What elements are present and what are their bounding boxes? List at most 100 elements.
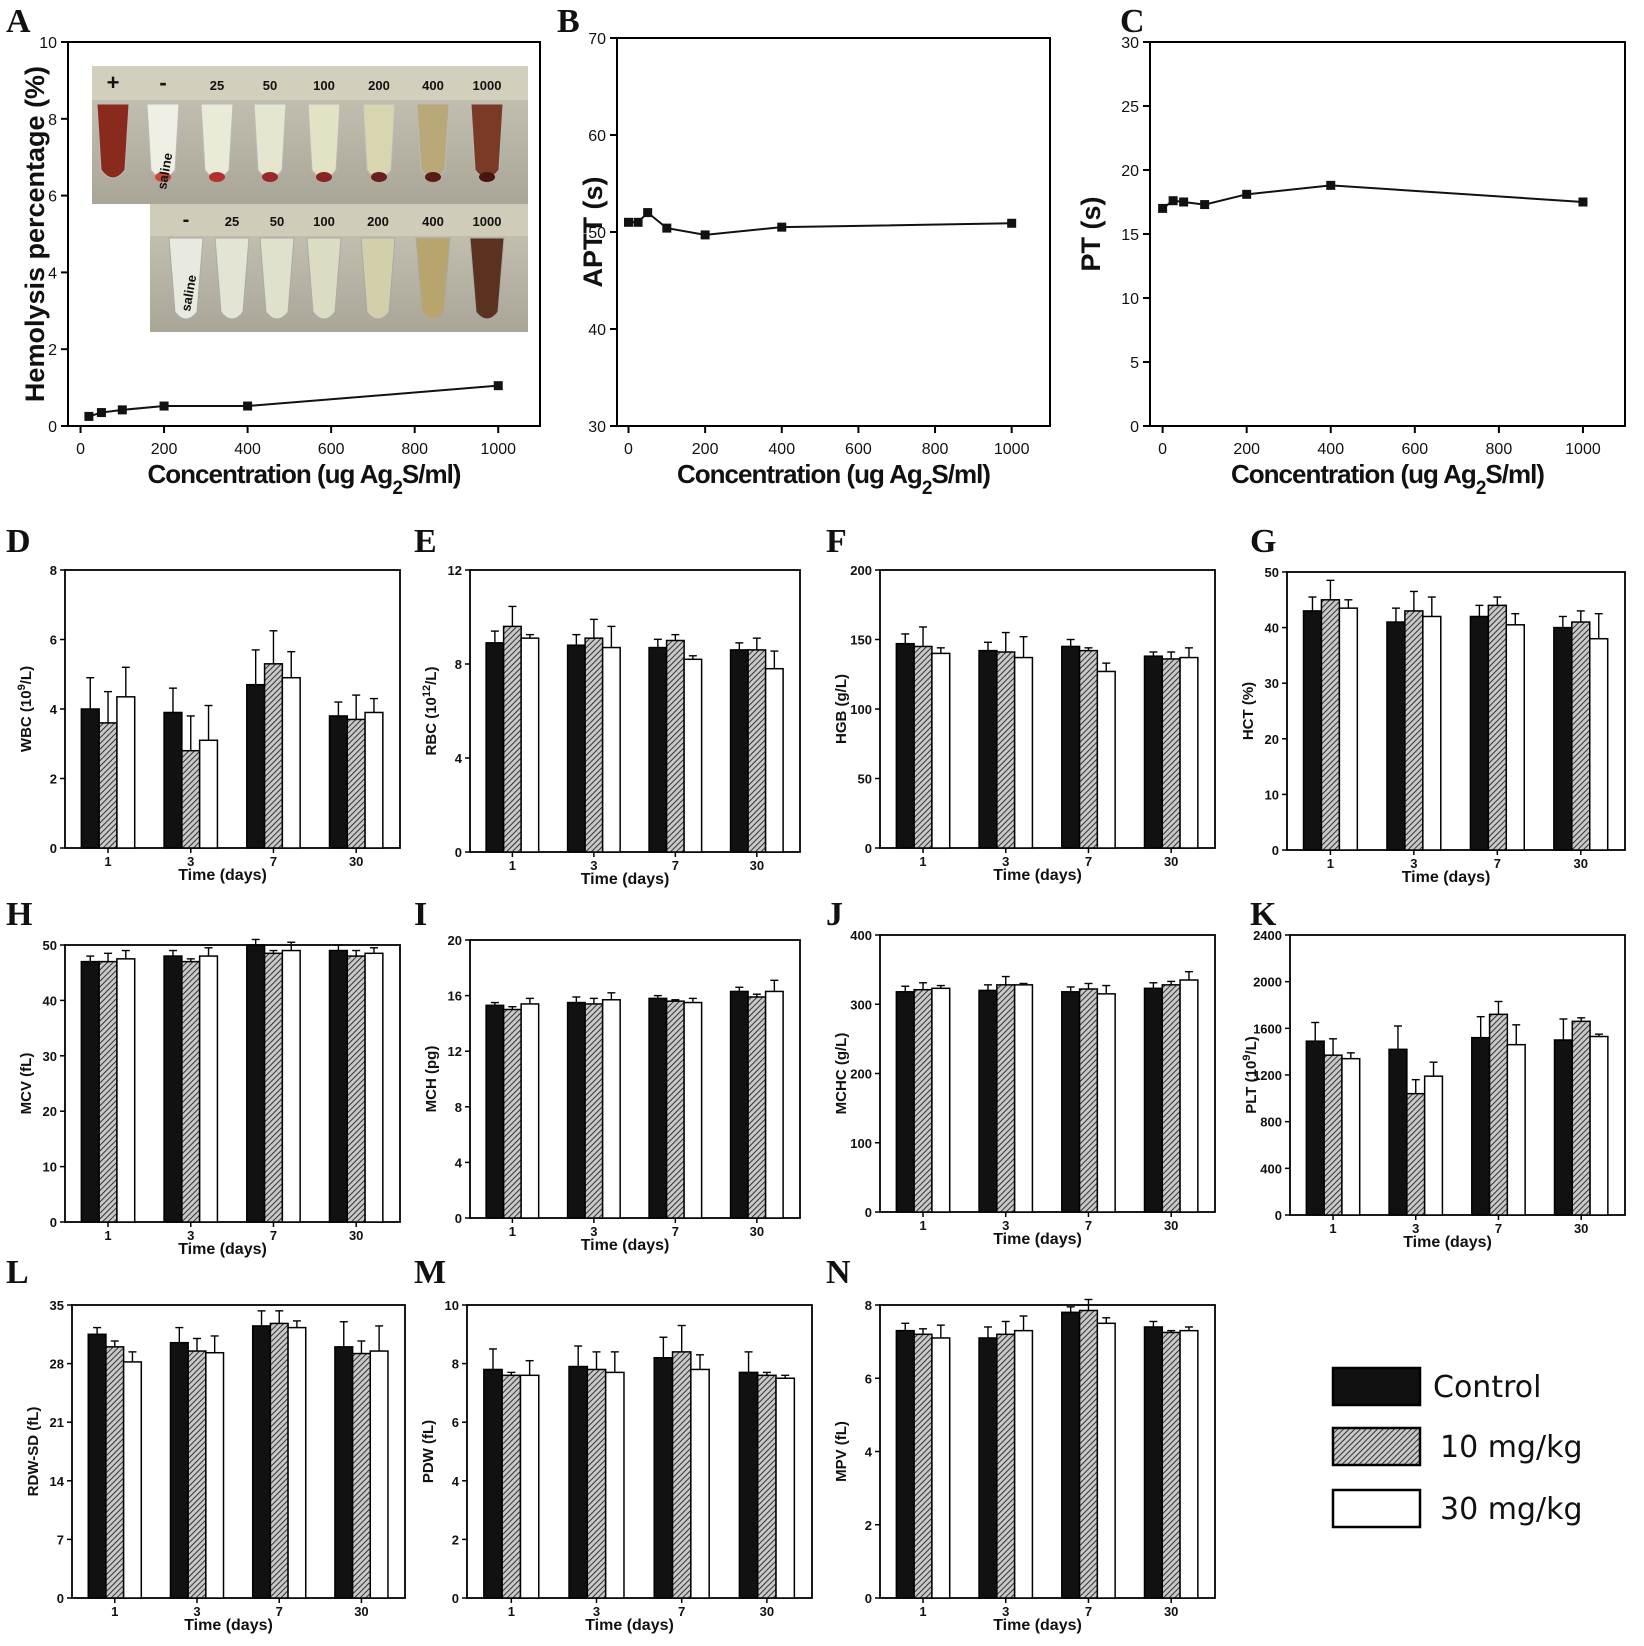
y-tick-label: 50 <box>588 225 606 242</box>
tube-pellet <box>316 172 332 182</box>
data-point <box>1179 197 1189 207</box>
panel-g: G 0 10 20 30 40 50 1 3 7 30 Time (days) HCT (%) <box>1240 523 1626 886</box>
x-axis-title: Time (days) <box>585 1617 674 1634</box>
x-tick-label: 7 <box>276 1604 283 1619</box>
x-axis-title: Time (days) <box>581 1237 670 1254</box>
panel-label: N <box>826 1254 851 1291</box>
bar <box>566 644 586 853</box>
x-tick-label: 600 <box>1401 441 1428 458</box>
panel-b: B 30 40 50 60 70 0 200 400 600 800 1000Concentratio… <box>557 3 1051 499</box>
y-tick-label: 60 <box>588 128 606 145</box>
bar <box>1179 656 1199 849</box>
y-tick-label: 100 <box>850 1136 872 1151</box>
inset-label-strip <box>92 66 528 100</box>
x-tick-label: 1 <box>919 1604 926 1619</box>
bar <box>181 749 201 849</box>
tube-pellet <box>371 172 387 182</box>
bar <box>738 1371 759 1599</box>
y-tick-label: 6 <box>48 189 57 206</box>
y-tick-label: 400 <box>850 928 872 943</box>
y-tick-label: 0 <box>1275 1208 1282 1223</box>
tube <box>253 103 287 179</box>
y-axis-title: MCV (fL) <box>18 1053 35 1115</box>
y-tick-label: 0 <box>1130 419 1139 436</box>
x-axis-title: Time (days) <box>993 867 1082 884</box>
x-tick-label: 3 <box>1002 1604 1009 1619</box>
tube-label: 25 <box>210 78 224 93</box>
bar <box>169 1341 189 1599</box>
bar <box>1143 1326 1164 1599</box>
x-tick-label: 200 <box>1233 441 1260 458</box>
tube-label: 100 <box>313 78 335 93</box>
bar <box>1471 1036 1491 1216</box>
legend-item-2: 10 mg/kg <box>1331 1426 1583 1467</box>
legend-swatch <box>1331 1366 1422 1407</box>
bar <box>1305 1040 1325 1216</box>
x-tick-label: 30 <box>349 1228 363 1243</box>
tube-pellet <box>155 172 171 182</box>
y-tick-label: 28 <box>50 1357 64 1372</box>
bar <box>978 1337 998 1599</box>
y-tick-label: 6 <box>865 1371 872 1386</box>
x-axis-title: Time (days) <box>184 1617 273 1634</box>
y-tick-label: 0 <box>865 841 872 856</box>
bar <box>269 1322 289 1599</box>
x-tick-label: 200 <box>692 441 719 458</box>
panel-label: A <box>6 3 31 40</box>
panel-label: H <box>6 896 32 933</box>
data-point <box>777 222 787 232</box>
plot-frame <box>71 1304 406 1599</box>
y-tick-label: 10 <box>1265 787 1279 802</box>
data-point <box>1578 197 1588 207</box>
x-axis-title: Time (days) <box>581 871 670 888</box>
x-tick-label: 30 <box>1164 1218 1178 1233</box>
panel-label: B <box>557 3 580 40</box>
bar <box>483 1368 503 1599</box>
bar <box>1422 615 1442 851</box>
x-tick-label: 3 <box>590 858 597 873</box>
x-tick-label: 1 <box>508 1604 515 1619</box>
y-axis-title: RBC (1012/L) <box>421 667 440 756</box>
y-tick-label: 400 <box>1260 1161 1282 1176</box>
bar <box>334 1346 354 1599</box>
tube-label: 1000 <box>473 214 502 229</box>
tube <box>469 237 505 320</box>
y-axis-title: MCH (pg) <box>423 1046 440 1113</box>
bar <box>501 1374 522 1599</box>
tube-label: - <box>183 209 190 231</box>
bar <box>895 991 915 1213</box>
y-tick-label: 21 <box>50 1415 64 1430</box>
y-tick-label: 0 <box>50 1215 57 1230</box>
x-tick-label: 30 <box>1164 854 1178 869</box>
bar <box>1061 1311 1081 1599</box>
panel-h: H 0 10 20 30 40 50 1 3 7 30 Time (days) MCV (fL) <box>6 896 401 1258</box>
x-tick-label: 7 <box>1085 854 1092 869</box>
bar <box>502 1008 522 1219</box>
y-tick-label: 2 <box>452 1532 459 1547</box>
y-tick-label: 40 <box>43 993 57 1008</box>
data-point <box>700 230 710 240</box>
plot-frame <box>1149 41 1626 427</box>
bar <box>1589 637 1609 851</box>
plot-frame <box>469 939 801 1219</box>
bar <box>1406 1092 1426 1216</box>
tube <box>470 103 504 179</box>
x-tick-label: 400 <box>234 441 261 458</box>
y-axis-title: APTT (s) <box>578 177 608 288</box>
bar <box>1061 991 1081 1213</box>
panel-j: J 0 100 200 300 400 1 3 7 30 Time (days) MCHC (g/L) <box>826 896 1216 1248</box>
data-point <box>493 381 503 391</box>
y-tick-label: 50 <box>1265 565 1279 580</box>
x-tick-label: 7 <box>1494 856 1501 871</box>
x-axis-title: Concentration (ug Ag2S/ml) <box>1231 459 1544 499</box>
x-tick-label: 3 <box>593 1604 600 1619</box>
x-tick-label: 7 <box>672 1224 679 1239</box>
bar <box>683 1001 703 1219</box>
y-tick-label: 4 <box>50 702 58 717</box>
bar <box>1388 1048 1408 1216</box>
y-axis-title: HGB (g/L) <box>833 674 850 744</box>
tube <box>415 237 451 320</box>
bar <box>105 1346 125 1599</box>
bar <box>665 639 685 853</box>
